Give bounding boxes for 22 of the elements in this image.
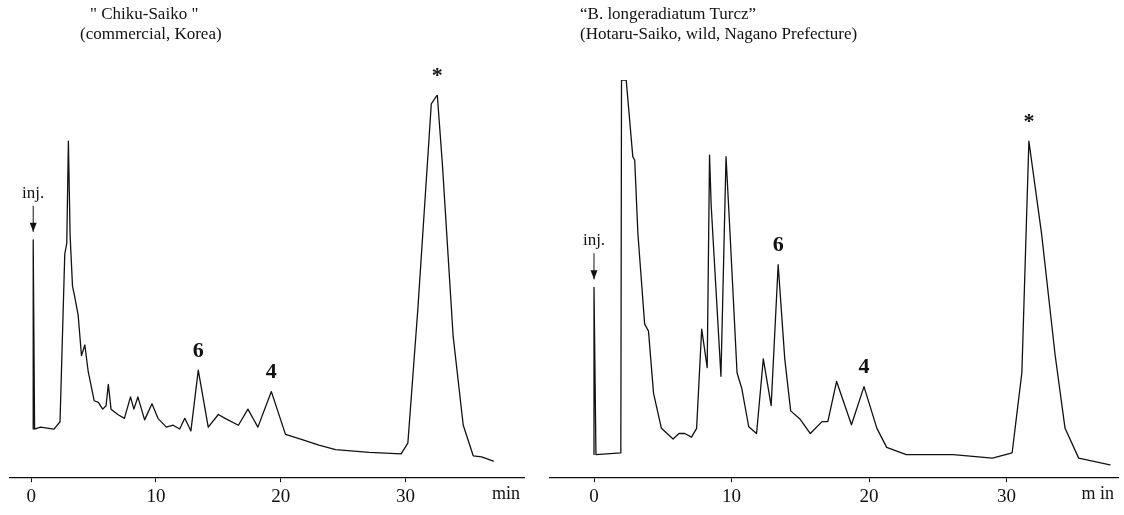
- x-tick-label: 10: [146, 484, 166, 506]
- chart-subtitle: (commercial, Korea): [80, 24, 222, 44]
- x-tick-label: 20: [859, 484, 879, 506]
- x-tick-label: 10: [722, 484, 742, 506]
- chart-subtitle: (Hotaru-Saiko, wild, Nagano Prefecture): [580, 24, 858, 44]
- annotation: inj.: [582, 230, 606, 250]
- annotation: 4: [858, 353, 870, 379]
- x-tick-label: 0: [589, 484, 599, 506]
- annotation: 6: [192, 336, 204, 362]
- chart-title: " Chiku-Saiko ": [90, 4, 199, 24]
- x-axis-title: m in: [1081, 482, 1114, 503]
- chart-title: “B. longeradiatum Turcz”: [580, 4, 757, 24]
- annotation: 4: [265, 358, 277, 384]
- x-axis-title: min: [491, 482, 520, 503]
- x-tick-label: 30: [997, 484, 1017, 506]
- x-tick-label: 0: [26, 484, 36, 506]
- x-tick-label: 30: [395, 484, 415, 506]
- annotation: inj.: [22, 182, 45, 202]
- x-tick-label: 20: [271, 484, 291, 506]
- annotation: 6: [772, 231, 784, 257]
- annotation: *: [1023, 107, 1035, 133]
- annotation: *: [431, 61, 443, 87]
